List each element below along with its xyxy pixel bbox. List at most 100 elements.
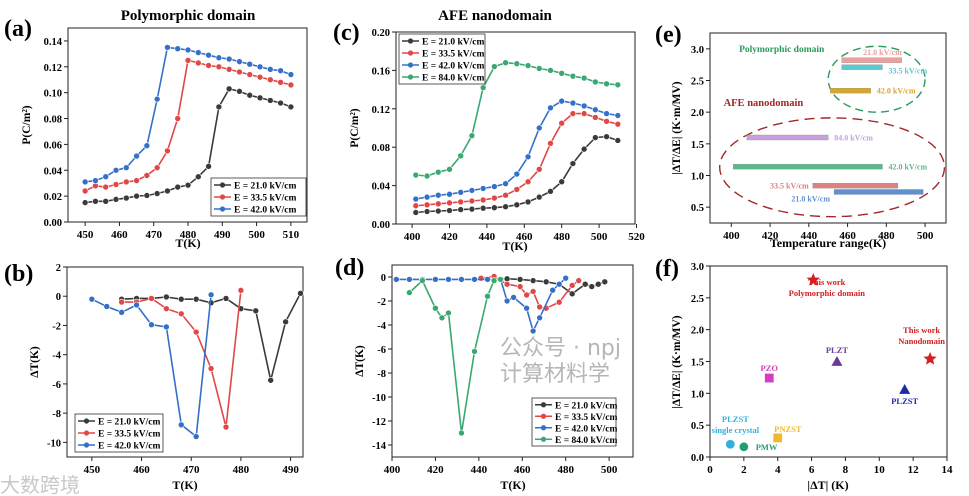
data-point	[177, 295, 185, 303]
data-point	[502, 203, 509, 211]
data-point	[277, 99, 284, 107]
x-tick-label: 0	[707, 464, 713, 476]
data-point	[164, 147, 171, 155]
data-point	[484, 276, 491, 283]
star-marker	[806, 273, 820, 286]
point-label: PLZST	[891, 396, 918, 406]
point-label: PMW	[756, 442, 778, 452]
legend-marker	[83, 430, 90, 436]
y-tick-label: 0.10	[44, 89, 62, 100]
legend-box	[398, 33, 486, 85]
x-axis-label: |ΔT| (K)	[807, 478, 848, 492]
data-point	[102, 173, 110, 181]
legend-label: E = 42.0 kV/cm	[555, 424, 617, 434]
data-point	[592, 134, 599, 141]
y-tick-label: 0.12	[44, 63, 62, 74]
data-point	[205, 62, 212, 69]
y-tick-label: 2.5	[691, 77, 704, 88]
data-point	[412, 202, 420, 210]
data-point	[252, 307, 260, 315]
data-point	[122, 178, 130, 186]
y-axis-label: P(C/m²)	[21, 105, 33, 144]
data-point	[122, 194, 130, 202]
data-point	[434, 207, 442, 215]
data-point	[297, 290, 304, 297]
panel-label: (d)	[335, 255, 364, 281]
data-point	[468, 197, 476, 205]
x-tick-label: 440	[479, 231, 496, 243]
data-point	[614, 81, 622, 89]
series-4	[406, 276, 504, 437]
group-ellipse-afe	[718, 117, 946, 218]
x-tick-label: 450	[77, 229, 94, 241]
x-tick-label: 8	[843, 464, 849, 476]
y-tick-label: 2.0	[691, 108, 704, 119]
x-tick-label: 400	[404, 231, 421, 243]
data-point	[558, 69, 565, 77]
data-point	[580, 102, 588, 110]
data-point	[536, 314, 543, 322]
scatter-point: PZO	[761, 363, 779, 383]
x-tick-label: 14	[942, 464, 954, 476]
data-point	[81, 187, 89, 195]
data-point	[215, 103, 223, 111]
x-tick-label: 500	[601, 464, 618, 476]
bar-label: 21.0 kV/cm	[791, 194, 830, 203]
y-tick-label: 0.04	[44, 166, 63, 177]
legend-marker	[83, 442, 90, 448]
data-point	[580, 74, 588, 82]
x-tick-label: 470	[145, 229, 162, 241]
data-point	[163, 293, 170, 301]
data-point	[568, 290, 576, 298]
data-point	[102, 198, 110, 205]
y-axis-label: ΔT(K)	[354, 345, 366, 377]
data-point	[502, 191, 509, 199]
series-3	[81, 44, 295, 186]
data-point	[523, 304, 530, 312]
data-point	[287, 81, 295, 89]
legend-label: E = 33.5 kV/cm	[98, 430, 160, 440]
data-point	[601, 278, 609, 286]
legend: E = 21.0 kV/cm E = 33.5 kV/cm E = 42.0 kV/…	[210, 177, 307, 217]
point-label: PZO	[761, 363, 779, 373]
series-1	[118, 290, 304, 384]
data-point	[184, 57, 192, 64]
data-point	[491, 204, 498, 211]
data-point	[479, 196, 487, 204]
data-point	[524, 153, 532, 161]
data-point	[529, 277, 537, 284]
point-label: This work Nanodomain	[898, 325, 945, 346]
data-point	[143, 172, 151, 179]
y-tick-label: 2	[56, 263, 61, 274]
data-point	[588, 283, 596, 290]
x-axis-label: Temperature range(K)	[770, 236, 886, 250]
x-tick-label: 490	[214, 229, 231, 241]
series-line	[415, 100, 618, 200]
point-label-line: This work	[808, 277, 845, 287]
x-tick-label: 440	[471, 464, 488, 476]
y-tick-label: -10	[47, 438, 61, 449]
y-axis-label: |ΔT/ΔE| (K·m/MV)	[671, 315, 683, 408]
data-point	[603, 133, 610, 140]
y-tick-label: -2	[377, 297, 386, 308]
data-point	[510, 294, 517, 301]
data-point	[222, 295, 230, 302]
data-point	[225, 55, 233, 63]
circle-marker	[725, 439, 735, 449]
data-point	[432, 276, 439, 283]
data-point	[446, 165, 453, 173]
scatter-point: PLZT	[826, 345, 848, 366]
data-point	[423, 193, 431, 201]
data-point	[195, 59, 202, 67]
data-point	[423, 208, 431, 215]
legend-marker	[407, 38, 414, 44]
legend-label: E = 21.0 kV/cm	[98, 418, 160, 428]
series-3	[412, 97, 622, 203]
point-label-line: single crystal	[712, 425, 760, 435]
watermark-right: 公众号 · npj计算材料学	[500, 336, 622, 387]
point-label-line: Nanodomain	[898, 336, 945, 346]
data-point	[524, 62, 532, 69]
data-point	[143, 192, 151, 199]
data-point	[555, 298, 563, 306]
y-tick-label: 0.00	[44, 218, 62, 229]
